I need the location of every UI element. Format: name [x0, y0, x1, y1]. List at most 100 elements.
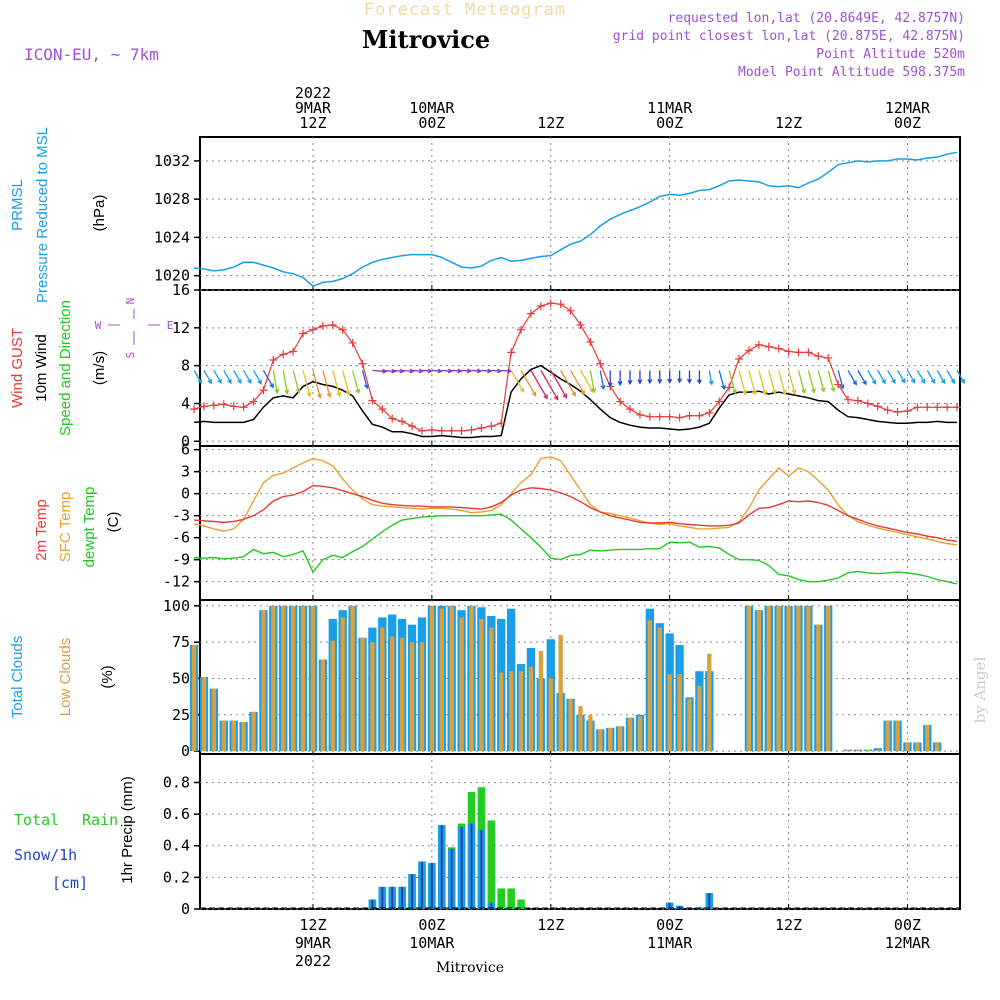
- wind-arrow: [272, 370, 278, 393]
- wind-arrow: [481, 369, 492, 372]
- wind-arrow: [718, 370, 725, 390]
- low-cloud-bar: [617, 726, 623, 752]
- wind-arrow: [738, 370, 747, 395]
- wind-arrow-head: [920, 378, 926, 385]
- wind-arrow: [203, 370, 212, 384]
- low-cloud-bar: [707, 653, 712, 752]
- low-cloud-bar: [855, 749, 861, 752]
- wind-arrow: [530, 370, 548, 399]
- low-cloud-bar: [290, 605, 296, 752]
- wind-speed-line: [194, 364, 957, 439]
- label-total-clouds: Total Clouds: [9, 636, 26, 719]
- wind-arrow: [560, 370, 576, 396]
- wind-arrow-head: [781, 390, 787, 396]
- gust-marker: [477, 424, 486, 433]
- wind-arrow-head: [950, 378, 955, 385]
- label-sfc-temp: SFC Temp: [57, 492, 74, 563]
- label-wind-unit: (m/s): [91, 351, 108, 385]
- y-tick-label-clouds: 100: [163, 597, 190, 615]
- pressure-line: [194, 151, 958, 288]
- snow-bar-inner: [420, 861, 423, 909]
- label-pressure-unit: (hPa): [91, 195, 108, 232]
- wind-arrow-head: [881, 379, 886, 385]
- time-label-bottom: 00Z: [418, 916, 445, 934]
- gust-marker: [764, 342, 773, 351]
- wind-arrow-head: [720, 384, 726, 391]
- low-cloud-bar: [201, 677, 207, 752]
- wind-arrow: [956, 370, 965, 384]
- gust-marker: [299, 329, 308, 338]
- wind-arrow: [847, 370, 857, 385]
- label-snow: Snow/1h: [14, 846, 77, 864]
- wind-arrow-head: [687, 378, 692, 384]
- time-label-top: 00Z: [894, 114, 921, 132]
- snow-bar-inner: [678, 905, 681, 909]
- label-low-clouds: Low Clouds: [57, 638, 74, 716]
- wind-arrow-head: [237, 378, 242, 385]
- wind-arrow-head: [399, 368, 405, 374]
- wind-arrow: [411, 369, 423, 372]
- gust-marker: [190, 405, 199, 414]
- wind-arrow-head: [657, 379, 663, 385]
- wind-arrow-head: [591, 388, 597, 394]
- low-cloud-bar: [895, 720, 900, 752]
- wind-arrow-head: [940, 379, 946, 385]
- snow-bar-inner: [440, 825, 443, 909]
- wind-arrow-head: [487, 368, 493, 374]
- wind-arrow: [887, 370, 896, 384]
- low-cloud-bar: [211, 688, 217, 752]
- low-cloud-bar: [627, 717, 633, 752]
- gust-marker: [774, 344, 783, 353]
- y-tick-label-wind: 0: [181, 432, 190, 450]
- time-label-bottom: 12Z: [537, 916, 564, 934]
- gust-marker: [596, 359, 605, 368]
- wind-arrow-head: [317, 393, 322, 399]
- wind-arrow-head: [600, 384, 606, 391]
- gust-marker: [457, 426, 466, 435]
- low-cloud-bar: [191, 645, 197, 752]
- snow-bar-inner: [381, 886, 384, 909]
- gust-marker: [388, 414, 397, 423]
- gust-marker: [586, 338, 595, 346]
- wind-arrow-head: [862, 380, 867, 386]
- wind-arrow: [926, 370, 936, 384]
- gust-marker: [834, 380, 843, 389]
- gust-marker: [368, 396, 377, 405]
- gust-marker: [893, 407, 902, 416]
- low-cloud-bar: [261, 610, 266, 752]
- label-temp-unit: (C): [105, 512, 122, 533]
- low-cloud-bar: [449, 605, 454, 752]
- low-cloud-bar: [885, 720, 890, 752]
- wind-arrow-head: [345, 390, 351, 397]
- wind-arrow-head: [960, 378, 965, 385]
- y-tick-label-clouds: 50: [172, 669, 190, 687]
- low-cloud-bar: [380, 627, 385, 752]
- wind-arrow-head: [900, 378, 906, 384]
- gust-marker: [408, 422, 417, 431]
- wind-arrow: [897, 370, 906, 383]
- wind-arrow-head: [295, 388, 301, 394]
- wind-arrow-head: [496, 368, 503, 374]
- wind-arrow-head: [447, 368, 454, 374]
- gust-marker: [417, 426, 426, 435]
- wind-arrow: [817, 370, 825, 392]
- low-cloud-bar: [588, 714, 593, 752]
- gust-line: [193, 302, 957, 432]
- wind-arrow: [193, 370, 202, 384]
- low-cloud-bar: [845, 749, 851, 752]
- gust-marker: [576, 320, 585, 329]
- wind-arrow: [332, 370, 341, 397]
- low-cloud-bar: [935, 742, 940, 752]
- low-cloud-bar: [221, 720, 226, 752]
- low-cloud-bar: [350, 605, 355, 752]
- wind-arrow-head: [891, 378, 896, 385]
- wind-arrow: [827, 370, 835, 392]
- low-cloud-bar: [776, 605, 781, 752]
- footer-location: Mitrovice: [436, 960, 504, 976]
- wind-arrow: [797, 370, 806, 394]
- label-dewpt-temp: dewpt Temp: [81, 487, 98, 568]
- time-label-bottom: 10MAR: [409, 934, 455, 952]
- low-cloud-bar: [756, 610, 762, 752]
- wind-arrow: [946, 370, 955, 384]
- low-cloud-bar: [826, 605, 831, 752]
